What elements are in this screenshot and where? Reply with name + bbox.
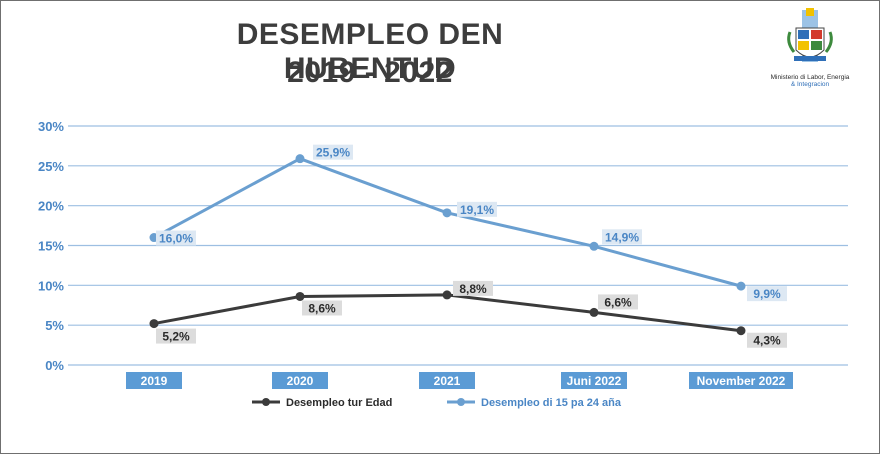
logo-caption-line2: & Integracion	[790, 81, 830, 88]
x-tick-label: 2021	[434, 374, 461, 388]
data-label: 5,2%	[162, 330, 190, 344]
ministry-logo: Ministerio di Labor, Energia & Integraci…	[760, 8, 860, 92]
data-label-bg	[453, 280, 493, 296]
data-label: 8,6%	[308, 301, 336, 315]
x-tick-label: 2019	[141, 374, 168, 388]
data-label-bg	[747, 286, 787, 302]
x-tick-label: Juni 2022	[567, 374, 622, 388]
data-label-bg	[302, 300, 342, 316]
x-category-box	[126, 372, 182, 389]
data-label: 8,8%	[459, 282, 487, 296]
data-label: 16,0%	[159, 232, 193, 246]
data-point	[295, 291, 305, 301]
data-point	[736, 281, 746, 291]
y-tick-label: 0%	[45, 358, 64, 373]
y-tick-label: 10%	[38, 278, 64, 293]
legend-marker	[262, 398, 270, 406]
data-point	[442, 290, 452, 300]
logo-caption-line1: Ministerio di Labor, Energia	[770, 74, 850, 81]
data-label-bg	[313, 144, 353, 160]
data-label-bg	[457, 201, 497, 217]
data-label: 6,6%	[604, 295, 632, 309]
legend-label: Desempleo di 15 pa 24 aña	[481, 397, 622, 409]
x-tick-label: November 2022	[697, 374, 786, 388]
data-label: 9,9%	[753, 287, 781, 301]
series-line	[153, 157, 742, 288]
data-label: 25,9%	[316, 146, 350, 160]
data-point	[589, 307, 599, 317]
data-label: 4,3%	[753, 334, 781, 348]
logo-caption: Ministerio di Labor, Energia & Integraci…	[760, 74, 860, 88]
data-point	[589, 241, 599, 251]
y-tick-label: 30%	[38, 119, 64, 134]
y-tick-label: 25%	[38, 159, 64, 174]
data-point	[149, 319, 159, 329]
data-point	[736, 326, 746, 336]
chart-title-line1: DESEMPLEO DEN HUBENTUD	[236, 18, 504, 85]
legend-marker	[457, 398, 465, 406]
x-category-box	[689, 372, 793, 389]
data-label-bg	[598, 294, 638, 310]
data-label-bg	[602, 229, 642, 245]
data-label: 14,9%	[605, 230, 639, 244]
data-point	[442, 208, 452, 218]
data-label-bg	[747, 332, 787, 348]
data-label-bg	[156, 328, 196, 344]
y-tick-label: 15%	[38, 239, 64, 254]
data-label-bg	[156, 230, 196, 246]
chart-title-line2: 2019 - 2022	[287, 56, 453, 89]
x-category-box	[419, 372, 475, 389]
y-tick-label: 20%	[38, 199, 64, 214]
data-point	[295, 154, 305, 164]
legend-label: Desempleo tur Edad	[286, 397, 392, 409]
x-category-box	[561, 372, 627, 389]
y-tick-label: 5%	[45, 318, 64, 333]
data-label: 19,1%	[460, 203, 494, 217]
coat-of-arms-icon	[787, 8, 833, 62]
x-category-box	[272, 372, 328, 389]
x-tick-label: 2020	[287, 374, 314, 388]
